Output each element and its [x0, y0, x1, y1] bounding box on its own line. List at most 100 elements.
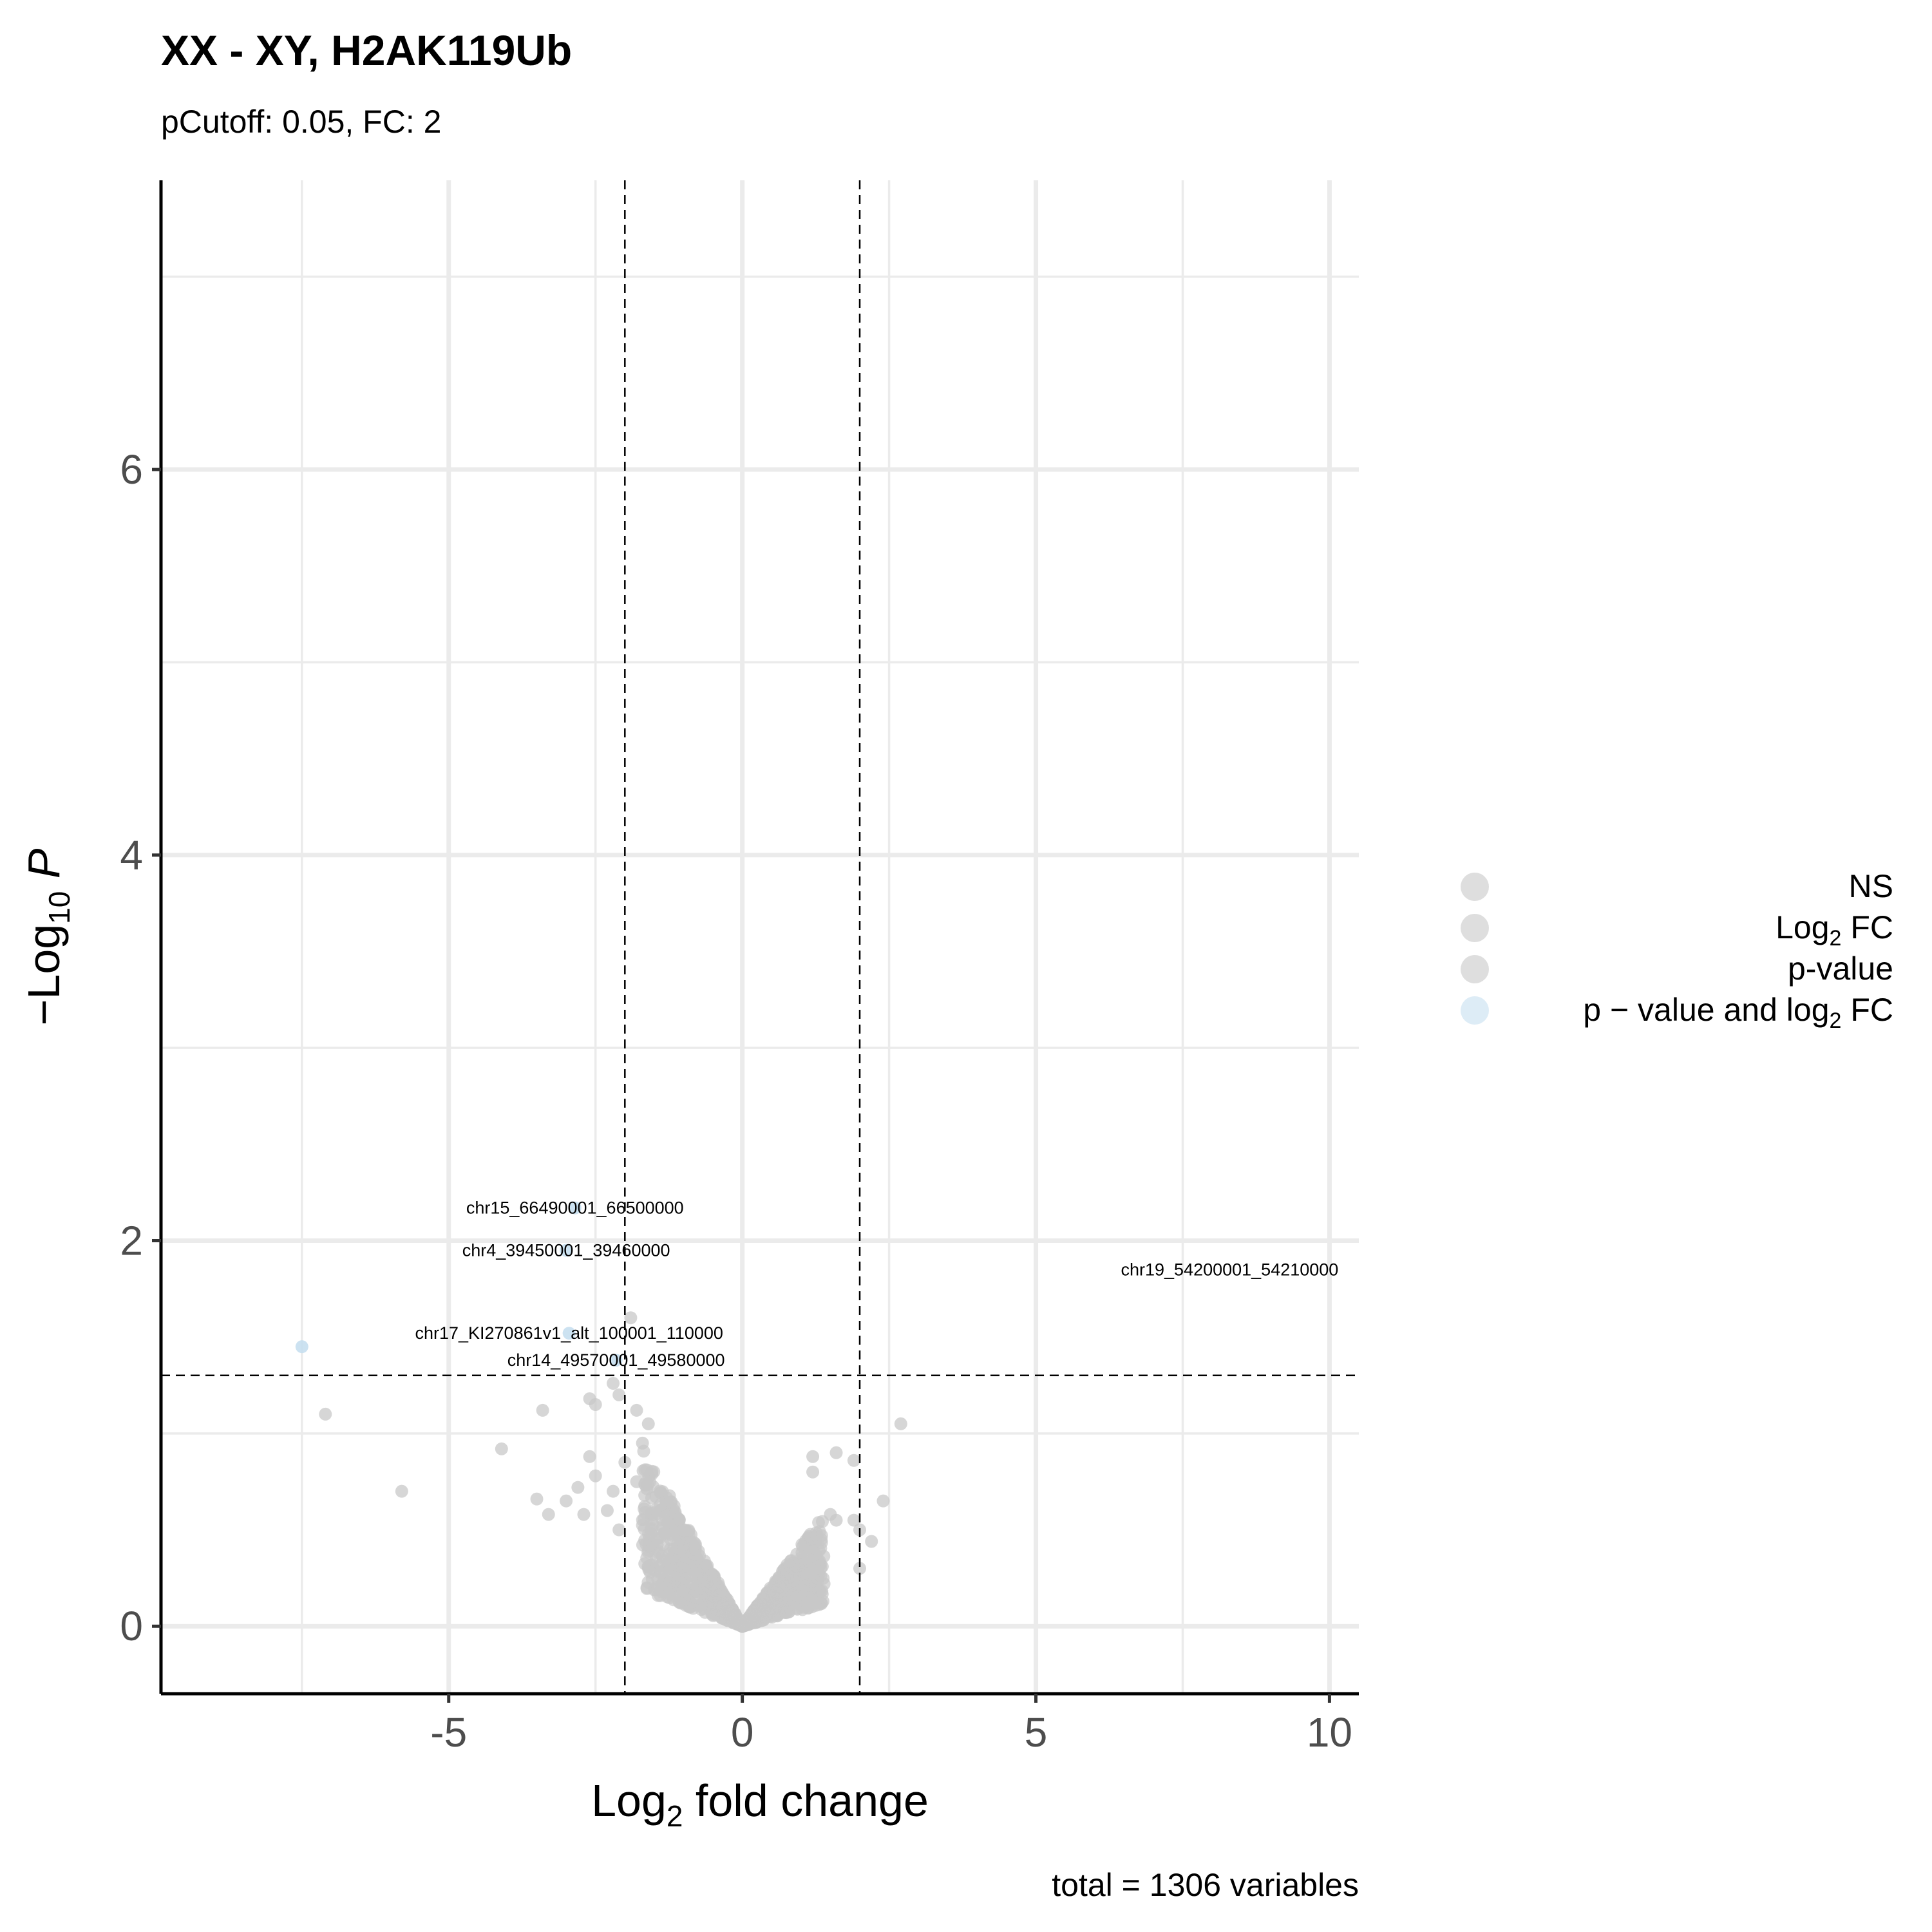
point-label: chr14_49570001_49580000: [507, 1350, 725, 1370]
point-ns: [641, 1417, 655, 1430]
legend-label-log2fc: Log2 FC: [1776, 909, 1893, 951]
point-ns: [806, 1465, 820, 1479]
point-ns: [829, 1513, 843, 1527]
point-ns: [638, 1463, 652, 1477]
cutoff-lines: [161, 180, 1359, 1694]
point-ns: [762, 1591, 775, 1604]
point-ns: [612, 1523, 626, 1537]
legend-key-ns: [1461, 873, 1489, 901]
point-ns: [804, 1562, 817, 1576]
point-ns: [713, 1587, 726, 1601]
point-ns: [607, 1484, 620, 1498]
point-label: chr4_39450001_39460000: [462, 1240, 670, 1260]
legend: NS Log2 FC p-value p − value and log2 FC: [1455, 866, 1893, 1033]
point-ns: [536, 1403, 549, 1417]
x-axis-title: Log2 fold change: [591, 1776, 929, 1833]
point-ns: [744, 1609, 757, 1623]
point-ns: [542, 1508, 555, 1521]
x-tick-label: -5: [430, 1709, 467, 1756]
point-ns: [803, 1584, 817, 1598]
chart-title: XX - XY, H2AK119Ub: [161, 26, 573, 74]
x-tick-label: 5: [1025, 1709, 1048, 1756]
point-label: chr19_54200001_54210000: [1121, 1260, 1338, 1279]
point-ns: [641, 1576, 655, 1589]
legend-item-pvalue: p-value: [1455, 949, 1893, 990]
point-ns: [651, 1507, 665, 1520]
point-ns: [847, 1513, 860, 1527]
legend-key-log2fc: [1461, 914, 1489, 942]
point-ns: [571, 1481, 585, 1494]
point-ns: [560, 1494, 573, 1508]
points: [295, 1201, 907, 1633]
y-tick-label: 0: [120, 1603, 143, 1649]
point-ns: [612, 1388, 626, 1401]
chart-subtitle: pCutoff: 0.05, FC: 2: [161, 104, 442, 140]
point-ns: [624, 1311, 638, 1325]
point-significant: [560, 1244, 573, 1257]
point-ns: [666, 1560, 679, 1573]
point-ns: [577, 1508, 591, 1521]
y-axis-title: −Log10 P: [19, 848, 76, 1025]
point-significant: [295, 1340, 308, 1354]
point-ns: [530, 1492, 544, 1506]
legend-key-both: [1461, 996, 1489, 1025]
point-ns: [682, 1524, 696, 1538]
point-ns: [734, 1619, 748, 1633]
point-ns: [865, 1535, 878, 1548]
point-ns: [688, 1543, 702, 1557]
point-label: chr17_KI270861v1_alt_100001_110000: [415, 1323, 723, 1343]
point-ns: [630, 1403, 643, 1417]
point-ns: [495, 1442, 508, 1455]
point-ns: [793, 1571, 806, 1585]
point-ns: [658, 1526, 672, 1540]
point-ns: [676, 1584, 689, 1597]
point-significant: [609, 1354, 623, 1367]
legend-label-pvalue: p-value: [1788, 951, 1893, 987]
point-ns: [876, 1494, 890, 1508]
point-ns: [807, 1548, 820, 1561]
point-ns: [814, 1562, 828, 1575]
point-ns: [817, 1549, 831, 1563]
point-ns: [775, 1575, 789, 1588]
point-ns: [799, 1534, 813, 1548]
point-ns: [847, 1454, 860, 1467]
y-tick-label: 6: [120, 446, 143, 493]
point-ns: [630, 1475, 643, 1488]
legend-label-both: p − value and log2 FC: [1583, 992, 1893, 1033]
grid: [161, 180, 1359, 1694]
y-tick-label: 2: [120, 1217, 143, 1264]
point-significant: [562, 1327, 576, 1340]
point-ns: [662, 1580, 676, 1594]
point-labels: chr15_66490001_66500000 chr4_39450001_394…: [415, 1198, 1338, 1370]
point-ns: [640, 1482, 654, 1495]
point-ns: [762, 1608, 775, 1622]
point-ns: [642, 1563, 656, 1577]
point-significant: [568, 1201, 582, 1215]
point-label: chr15_66490001_66500000: [466, 1198, 684, 1218]
axes: -5 0 5 10 0 2 4 6 Log2 fold change −Log10 P: [19, 180, 1359, 1833]
point-ns: [829, 1446, 843, 1459]
point-ns: [583, 1450, 596, 1463]
point-ns: [644, 1527, 658, 1540]
point-ns: [815, 1529, 828, 1542]
legend-item-both: p − value and log2 FC: [1455, 990, 1893, 1033]
x-tick-label: 0: [731, 1709, 754, 1756]
chart-caption: total = 1306 variables: [1052, 1867, 1359, 1903]
x-tick-label: 10: [1307, 1709, 1352, 1756]
y-tick-label: 4: [120, 832, 143, 878]
point-ns: [589, 1397, 602, 1411]
point-ns: [894, 1417, 907, 1430]
point-ns: [395, 1484, 408, 1498]
point-ns: [600, 1504, 614, 1517]
point-ns: [319, 1407, 332, 1421]
point-ns: [783, 1559, 797, 1573]
legend-key-pvalue: [1461, 955, 1489, 983]
point-ns: [656, 1485, 669, 1499]
point-ns: [607, 1377, 620, 1390]
point-ns: [589, 1469, 602, 1482]
legend-label-ns: NS: [1848, 868, 1893, 904]
legend-item-log2fc: Log2 FC: [1455, 907, 1893, 951]
legend-item-ns: NS: [1455, 866, 1893, 907]
point-ns: [853, 1562, 866, 1575]
